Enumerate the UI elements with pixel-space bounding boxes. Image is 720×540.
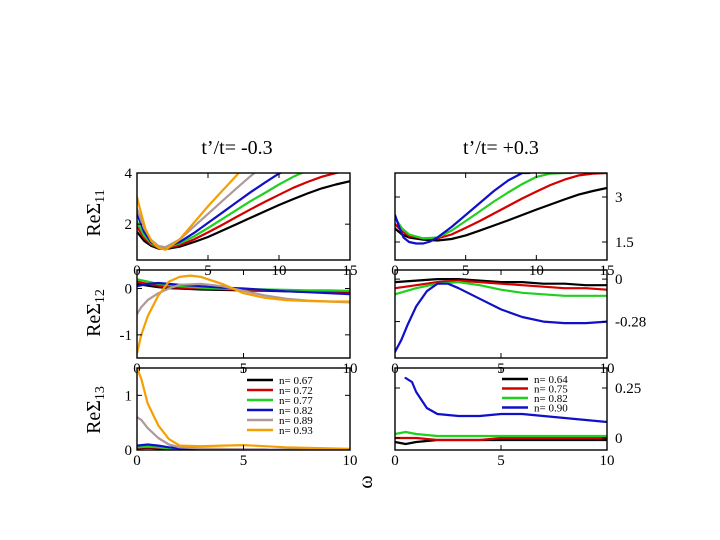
legend-left-label-2: n= 0.77	[279, 395, 313, 407]
xtick-label-r1-left-1: 5	[204, 263, 212, 279]
series-group-r2-right	[395, 278, 607, 353]
series-line-r1-left-5	[137, 173, 240, 251]
series-line-r3-right-3	[404, 376, 607, 424]
ylabel-row3: ReΣ13	[83, 386, 108, 434]
series-line-r2-left-5	[137, 274, 350, 355]
legend-left-label-1: n= 0.72	[279, 385, 313, 397]
panel-frame-r1-right	[394, 172, 608, 261]
ytick-label-r1-left-1: 4	[125, 166, 133, 182]
series-group-r1-left	[137, 173, 350, 251]
ytick-label-r1-right-1: 3	[615, 190, 623, 206]
legend-left-label-4: n= 0.89	[279, 415, 313, 427]
xtick-label-r3-left-2: 10	[343, 453, 358, 469]
ytick-label-r3-left-0: 0	[125, 443, 133, 459]
series-line-r3-right-2	[395, 430, 607, 438]
xtick-label-r3-right-1: 5	[497, 453, 505, 469]
legend-left-label-5: n= 0.93	[279, 425, 313, 437]
series-group-r2-left	[137, 274, 350, 355]
legend-left-label-3: n= 0.82	[279, 405, 313, 417]
xtick-label-r3-right-2: 10	[600, 453, 615, 469]
xtick-label-r3-left-0: 0	[133, 453, 141, 469]
xtick-label-r1-right-1: 5	[462, 263, 470, 279]
legend-right-label-2: n= 0.82	[534, 393, 568, 405]
series-group-r3-right	[395, 376, 607, 446]
series-line-r3-left-5	[137, 368, 350, 450]
ytick-label-r2-left-0: 0	[125, 282, 133, 298]
ytick-label-r3-right-1: 0	[615, 431, 623, 447]
svg-text:ReΣ13: ReΣ13	[83, 386, 108, 434]
ylabel-row3-base: ReΣ	[83, 400, 105, 434]
legend-left-label-0: n= 0.67	[279, 375, 313, 387]
series-group-r3-left	[137, 368, 350, 450]
series-group-r1-right	[395, 173, 607, 245]
ytick-label-r3-left-1: 1	[125, 388, 133, 404]
svg-text:ReΣ11: ReΣ11	[83, 189, 108, 236]
panel-r3-left: 0 5 10 0 1	[125, 367, 358, 469]
panel-r1-left: 05101524	[125, 166, 358, 279]
ylabel-row2: ReΣ12	[83, 289, 108, 337]
ytick-label-r1-left-0: 2	[125, 217, 133, 233]
ytick-label-r2-right-1: -0.28	[615, 315, 646, 331]
series-line-r1-right-1	[395, 173, 607, 240]
panel-r1-right: 0510151.53	[391, 172, 634, 279]
xtick-label-r1-left-2: 10	[272, 263, 287, 279]
series-line-r1-right-3	[395, 173, 531, 245]
panel-r3-right: 0 5 10 0.25 0	[391, 367, 641, 469]
xlabel-text: ω	[355, 475, 377, 488]
series-line-r1-right-2	[395, 173, 573, 240]
legend-right-label-1: n= 0.75	[534, 384, 568, 396]
legend-left: n= 0.67n= 0.72n= 0.77n= 0.82n= 0.89n= 0.…	[247, 375, 313, 437]
ylabel-row3-sub: 13	[93, 386, 108, 400]
svg-text:ReΣ12: ReΣ12	[83, 289, 108, 337]
panels: 051015240510151.5305100-105100-0.2805100…	[120, 166, 647, 469]
series-line-r3-right-0	[395, 438, 607, 446]
panel-frame-r1-left	[136, 172, 351, 261]
series-line-r1-left-2	[137, 173, 305, 249]
series-line-r2-right-1	[395, 279, 607, 291]
series-line-r2-right-0	[395, 278, 607, 287]
xtick-label-r3-left-1: 5	[240, 453, 248, 469]
xtick-label-r3-right-0: 0	[391, 453, 399, 469]
legend-right-label-3: n= 0.90	[534, 403, 568, 415]
column-title-right: t’/t= +0.3	[463, 137, 539, 159]
ytick-label-r1-right-0: 1.5	[615, 235, 634, 251]
legend-right: n= 0.64n= 0.75n= 0.82n= 0.90	[502, 374, 568, 415]
series-line-r3-right-1	[395, 436, 607, 442]
ytick-label-r2-left-1: -1	[120, 328, 133, 344]
column-title-left: t’/t= -0.3	[201, 137, 272, 159]
series-line-r1-left-0	[137, 180, 350, 251]
ylabel-row2-sub: 12	[93, 289, 108, 303]
xtick-label-r1-right-2: 10	[529, 263, 544, 279]
legend-right-label-0: n= 0.64	[534, 374, 568, 386]
ytick-label-r3-right-0: 0.25	[615, 381, 641, 397]
series-line-r2-left-3	[137, 281, 350, 296]
series-line-r2-right-2	[395, 281, 607, 297]
ytick-label-r2-right-0: 0	[615, 272, 623, 288]
ylabel-row1-sub: 11	[93, 189, 108, 202]
series-line-r1-right-0	[395, 186, 607, 242]
xlabel: ω	[355, 475, 377, 488]
series-line-r3-left-4	[137, 416, 350, 450]
ylabel-row1: ReΣ11	[83, 189, 108, 236]
series-line-r2-right-3	[395, 282, 607, 353]
ylabel-row1-base: ReΣ	[83, 203, 105, 237]
ylabel-row2-base: ReΣ	[83, 303, 105, 337]
